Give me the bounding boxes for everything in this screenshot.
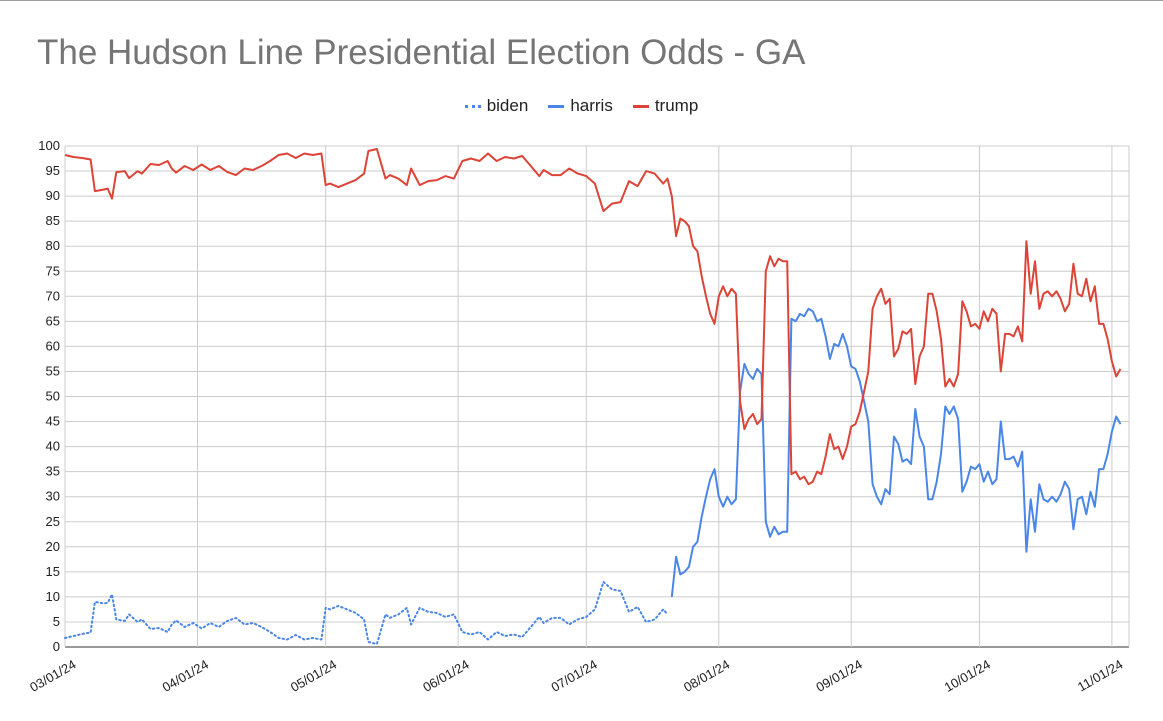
series-line-biden [64, 580, 669, 645]
y-tick-label: 35 [46, 464, 60, 479]
series-line-trump [64, 148, 1122, 486]
x-tick-label: 05/01/24 [288, 657, 339, 695]
y-tick-label: 5 [53, 614, 60, 629]
y-tick-label: 20 [46, 539, 60, 554]
x-tick-label: 06/01/24 [420, 657, 471, 695]
legend-label-trump: trump [654, 96, 699, 115]
legend-item-trump: trump [632, 96, 699, 116]
legend-swatch-trump [632, 104, 649, 108]
y-tick-label: 100 [38, 138, 60, 153]
chart-title: The Hudson Line Presidential Election Od… [37, 33, 806, 72]
x-tick-label: 03/01/24 [27, 657, 78, 695]
y-tick-label: 85 [46, 213, 60, 228]
y-tick-label: 0 [53, 639, 60, 654]
legend-label-harris: harris [570, 96, 613, 115]
y-tick-label: 50 [46, 389, 60, 404]
x-tick-label: 04/01/24 [160, 657, 211, 695]
y-tick-label: 70 [46, 288, 60, 303]
y-tick-label: 95 [46, 163, 60, 178]
y-tick-label: 10 [46, 589, 60, 604]
y-tick-label: 60 [46, 338, 60, 353]
y-tick-label: 65 [46, 313, 60, 328]
y-tick-label: 90 [46, 188, 60, 203]
x-tick-label: 09/01/24 [813, 657, 864, 695]
y-tick-label: 15 [46, 564, 60, 579]
y-tick-label: 30 [46, 489, 60, 504]
y-tick-label: 80 [46, 238, 60, 253]
x-tick-label: 08/01/24 [681, 657, 732, 695]
y-tick-label: 75 [46, 263, 60, 278]
top-rule [0, 0, 1163, 1]
series-line-harris [670, 307, 1122, 598]
legend-label-biden: biden [486, 96, 529, 115]
y-tick-label: 45 [46, 414, 60, 429]
legend: biden harris trump [0, 96, 1163, 116]
y-tick-label: 55 [46, 363, 60, 378]
y-tick-label: 25 [46, 514, 60, 529]
legend-swatch-biden [464, 104, 481, 108]
legend-item-harris: harris [548, 96, 613, 116]
y-tick-label: 40 [46, 439, 60, 454]
legend-item-biden: biden [464, 96, 529, 116]
x-tick-label: 07/01/24 [548, 657, 599, 695]
x-tick-label: 10/01/24 [942, 657, 993, 695]
x-tick-label: 11/01/24 [1075, 657, 1125, 695]
legend-swatch-harris [548, 104, 565, 108]
